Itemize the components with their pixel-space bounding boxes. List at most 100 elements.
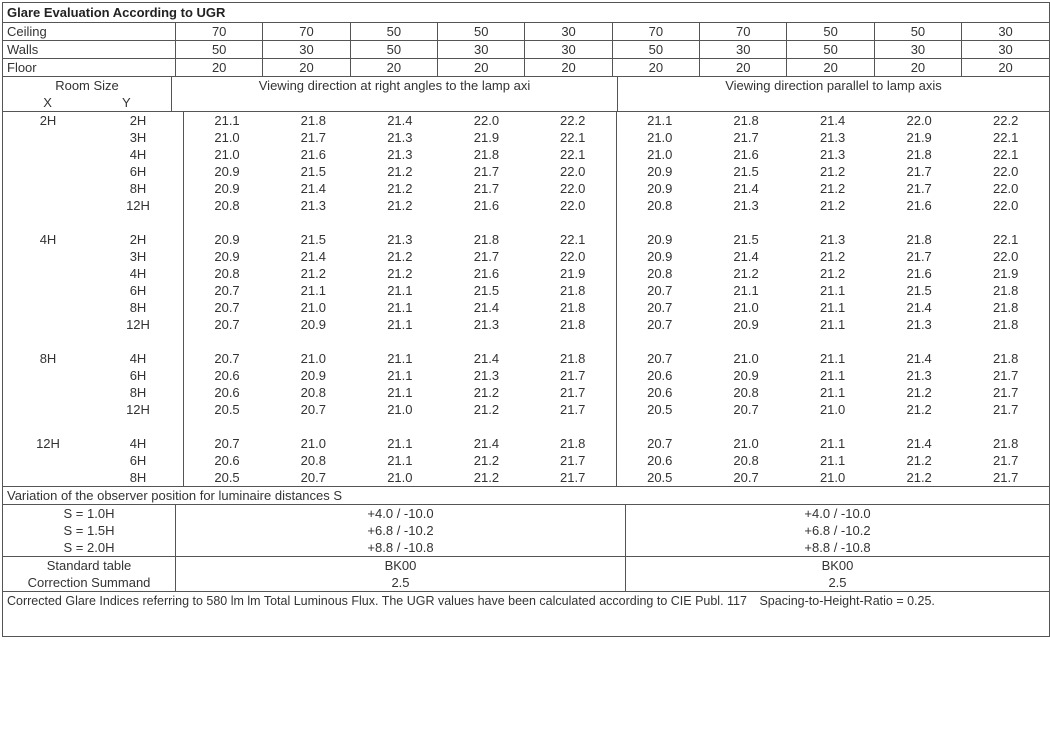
std-row-right: 2.5 <box>626 574 1050 592</box>
ugr-value-cell: 22.0 <box>962 248 1049 265</box>
room-y-cell: 6H <box>93 452 184 469</box>
ugr-value-cell: 21.7 <box>962 401 1049 418</box>
ugr-value-cell: 20.7 <box>616 350 703 367</box>
ugr-value-cell: 21.8 <box>703 112 790 129</box>
reflectance-cell: 30 <box>525 23 612 41</box>
variation-value-left: +6.8 / -10.2 <box>176 522 626 539</box>
ugr-value-cell: 20.6 <box>616 384 703 401</box>
ugr-value-cell: 22.1 <box>530 146 617 163</box>
reflectance-cell: 50 <box>350 23 437 41</box>
footer-note: Corrected Glare Indices referring to 580… <box>3 592 1049 636</box>
ugr-value-cell: 21.8 <box>962 435 1049 452</box>
room-y-cell: 6H <box>93 367 184 384</box>
room-y-cell: 12H <box>93 197 184 214</box>
ugr-value-cell: 20.7 <box>703 401 790 418</box>
ugr-value-cell: 21.2 <box>876 452 963 469</box>
reflectance-cell: 70 <box>700 23 787 41</box>
ugr-value-cell: 21.4 <box>270 180 357 197</box>
ugr-value-cell: 21.3 <box>443 316 530 333</box>
ugr-value-cell: 22.0 <box>443 112 530 129</box>
ugr-value-cell: 21.2 <box>357 248 444 265</box>
ugr-value-cell: 22.1 <box>962 146 1049 163</box>
reflectance-cell: 50 <box>787 41 874 59</box>
ugr-value-cell: 20.7 <box>616 435 703 452</box>
ugr-value-cell: 20.7 <box>616 282 703 299</box>
std-row-label: Standard table <box>3 557 176 574</box>
ugr-value-cell: 21.2 <box>357 197 444 214</box>
ugr-value-cell: 21.0 <box>616 129 703 146</box>
room-y-cell: 12H <box>93 316 184 333</box>
reflectance-cell: 20 <box>787 59 874 77</box>
ugr-value-cell: 20.7 <box>270 401 357 418</box>
ugr-value-cell: 21.8 <box>530 282 617 299</box>
ugr-value-cell: 20.7 <box>270 469 357 487</box>
ugr-value-cell: 21.3 <box>789 129 876 146</box>
ugr-value-cell: 21.8 <box>962 299 1049 316</box>
ugr-value-cell: 21.0 <box>703 435 790 452</box>
ugr-value-cell: 21.6 <box>876 197 963 214</box>
room-x-cell <box>3 401 93 418</box>
ugr-value-cell: 20.9 <box>184 248 271 265</box>
room-y-cell: 8H <box>93 180 184 197</box>
ugr-value-cell: 20.8 <box>270 452 357 469</box>
room-x-cell <box>3 180 93 197</box>
ugr-value-cell: 21.5 <box>703 163 790 180</box>
ugr-value-cell: 21.7 <box>530 367 617 384</box>
ugr-value-cell: 21.3 <box>703 197 790 214</box>
ugr-value-cell: 20.7 <box>184 435 271 452</box>
ugr-value-cell: 21.9 <box>962 265 1049 282</box>
ugr-value-cell: 21.4 <box>876 435 963 452</box>
ugr-value-cell: 21.7 <box>876 163 963 180</box>
ugr-value-cell: 22.1 <box>530 231 617 248</box>
ugr-value-cell: 21.0 <box>184 146 271 163</box>
ugr-value-cell: 21.6 <box>270 146 357 163</box>
ugr-value-cell: 21.1 <box>789 282 876 299</box>
ugr-value-cell: 21.3 <box>357 146 444 163</box>
ugr-value-cell: 22.2 <box>962 112 1049 129</box>
room-x-cell: 8H <box>3 350 93 367</box>
ugr-value-cell: 21.1 <box>270 282 357 299</box>
ugr-value-cell: 21.5 <box>443 282 530 299</box>
ugr-value-cell: 21.1 <box>357 384 444 401</box>
ugr-value-cell: 21.1 <box>357 435 444 452</box>
ugr-value-cell: 21.0 <box>789 469 876 487</box>
reflectance-cell: 50 <box>350 41 437 59</box>
ugr-value-cell: 22.0 <box>530 180 617 197</box>
ugr-value-cell: 21.0 <box>270 435 357 452</box>
ugr-value-cell: 20.9 <box>270 367 357 384</box>
room-y-cell: 2H <box>93 231 184 248</box>
ugr-value-cell: 21.2 <box>357 265 444 282</box>
reflectance-cell: 30 <box>525 41 612 59</box>
ugr-value-cell: 21.6 <box>443 197 530 214</box>
ugr-value-cell: 21.5 <box>270 231 357 248</box>
ugr-value-cell: 21.7 <box>962 452 1049 469</box>
room-x-cell <box>3 146 93 163</box>
reflectance-header: Ceiling70705050307070505030Walls50305030… <box>3 23 1049 77</box>
variation-table: S = 1.0H+4.0 / -10.0+4.0 / -10.0S = 1.5H… <box>3 505 1049 557</box>
ugr-value-cell: 21.3 <box>876 367 963 384</box>
ugr-value-cell: 21.0 <box>270 350 357 367</box>
ugr-value-cell: 21.2 <box>357 163 444 180</box>
ugr-value-cell: 21.2 <box>703 265 790 282</box>
room-x-cell <box>3 452 93 469</box>
ugr-value-cell: 21.2 <box>789 163 876 180</box>
variation-section-title: Variation of the observer position for l… <box>3 487 1049 505</box>
reflectance-cell: 50 <box>612 41 699 59</box>
ugr-value-cell: 21.8 <box>876 231 963 248</box>
ugr-value-cell: 20.7 <box>184 299 271 316</box>
ugr-value-cell: 21.3 <box>270 197 357 214</box>
variation-value-left: +8.8 / -10.8 <box>176 539 626 557</box>
ugr-value-cell: 21.2 <box>876 469 963 487</box>
ugr-value-cell: 21.0 <box>270 299 357 316</box>
ugr-value-cell: 21.2 <box>270 265 357 282</box>
reflectance-cell: 70 <box>612 23 699 41</box>
ugr-value-cell: 21.1 <box>789 350 876 367</box>
ugr-data-table: 2H2H21.121.821.422.022.221.121.821.422.0… <box>3 112 1049 487</box>
ugr-value-cell: 21.8 <box>530 316 617 333</box>
ugr-value-cell: 21.1 <box>703 282 790 299</box>
reflectance-cell: 50 <box>874 23 961 41</box>
room-y-cell: 6H <box>93 282 184 299</box>
std-row-left: BK00 <box>176 557 626 574</box>
reflectance-cell: 50 <box>787 23 874 41</box>
reflectance-cell: 30 <box>438 41 525 59</box>
